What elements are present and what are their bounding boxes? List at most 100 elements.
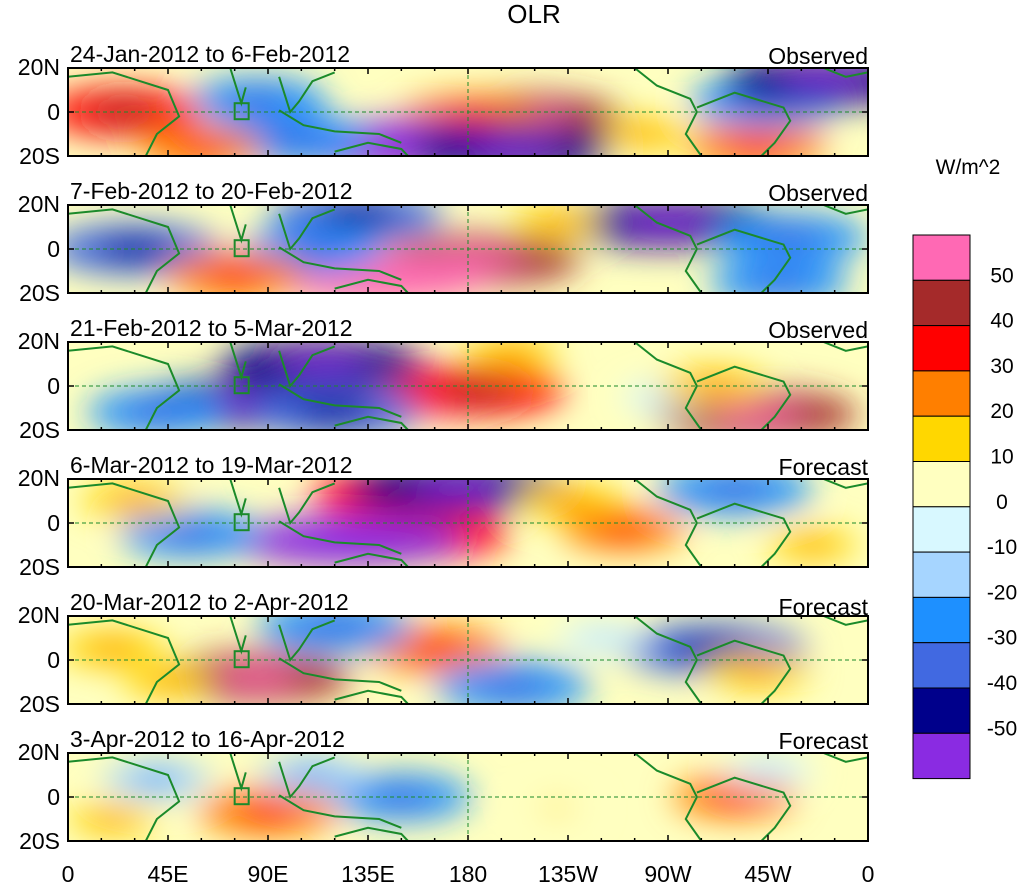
coastline — [823, 68, 868, 78]
anomaly-core — [88, 640, 137, 658]
coastline — [278, 482, 336, 526]
olr-anomaly-field — [68, 205, 868, 293]
lon-label: 0 — [862, 861, 875, 887]
coastline — [634, 205, 703, 293]
coastline — [823, 616, 868, 626]
lon-label: 135W — [538, 861, 598, 887]
colorbar-label: 20 — [990, 400, 1013, 423]
panels: 20N 0 20S 24-Jan-2012 to 6-Feb-2012 Observed… — [18, 41, 869, 854]
anomaly-core — [132, 771, 182, 788]
lat-label: 20S — [19, 417, 60, 443]
panel-kind: Forecast — [779, 454, 869, 480]
coastline — [278, 71, 336, 115]
anomaly-core — [280, 238, 344, 260]
coastline — [68, 345, 181, 430]
anomaly-core — [777, 69, 868, 94]
anomaly-core — [407, 479, 507, 500]
panel-date-range: 3-Apr-2012 to 16-Apr-2012 — [70, 726, 345, 752]
anomaly-core — [625, 127, 667, 141]
coastline — [278, 208, 336, 252]
lat-label: 0 — [47, 373, 60, 399]
anomaly-core — [173, 137, 230, 156]
anomaly-core — [110, 492, 159, 510]
region-box — [233, 376, 250, 395]
coastline — [334, 141, 409, 156]
colorbar: W/m^2 50 40 30 20 10 0 -10 -20 -30 -40 -50 — [912, 156, 1017, 780]
panel-kind: Forecast — [779, 594, 869, 620]
coastline — [334, 826, 409, 841]
anomaly-core — [203, 264, 267, 286]
map-panel-4: 20N 0 20S 6-Mar-2012 to 19-Mar-2012 Forecast — [18, 452, 869, 580]
anomaly-core — [369, 786, 433, 808]
panel-date-range: 20-Mar-2012 to 2-Apr-2012 — [70, 589, 349, 615]
colorbar-swatch — [912, 415, 971, 463]
coastline-layer — [68, 479, 868, 567]
coastline — [334, 278, 409, 293]
region-box — [233, 102, 250, 121]
coastline — [278, 246, 402, 281]
lat-label: 20N — [18, 328, 60, 354]
anomaly-core — [440, 378, 518, 403]
longitude-axis: 0 45E 90E 135E 180 135W 90W 45W 0 — [62, 861, 875, 887]
map-panel-5: 20N 0 20S 20-Mar-2012 to 2-Apr-2012 Forecast — [18, 589, 869, 717]
anomaly-core — [732, 662, 782, 680]
colorbar-label: -50 — [987, 717, 1017, 740]
colorbar-label: -20 — [987, 581, 1017, 604]
coastline — [334, 415, 409, 430]
colorbar-label: 10 — [990, 446, 1013, 469]
lon-label: 135E — [341, 861, 395, 887]
colorbar-swatch — [912, 506, 971, 553]
coastline — [278, 657, 402, 692]
colorbar-swatch — [912, 596, 971, 644]
coastline — [278, 345, 336, 389]
lon-label: 45W — [744, 861, 792, 887]
anomaly-core — [595, 520, 652, 539]
panel-kind: Observed — [768, 317, 868, 343]
coastline-layer — [68, 342, 868, 430]
coastline — [68, 619, 181, 704]
coastline — [634, 68, 703, 156]
lat-label: 20N — [18, 602, 60, 628]
anomaly-core — [91, 812, 134, 826]
coastline — [696, 776, 792, 841]
anomaly-core — [225, 90, 289, 112]
coastline — [696, 639, 792, 704]
lon-label: 90W — [644, 861, 692, 887]
coastline — [634, 616, 703, 704]
anomaly-core — [88, 100, 159, 124]
coastline — [823, 342, 868, 352]
anomaly-core — [236, 801, 300, 823]
anomaly-core — [699, 479, 770, 502]
lat-label: 0 — [47, 510, 60, 536]
region-box — [233, 650, 250, 669]
lat-label: 20S — [19, 280, 60, 306]
lat-label: 20N — [18, 739, 60, 765]
lat-label: 20S — [19, 554, 60, 580]
coastline — [68, 208, 181, 293]
lat-label: 0 — [47, 236, 60, 262]
colorbar-swatch — [912, 279, 971, 327]
coastline — [278, 756, 336, 800]
lon-label: 180 — [449, 861, 487, 887]
anomaly-core — [318, 205, 396, 228]
coastline — [696, 91, 792, 156]
anomaly-core — [147, 675, 189, 689]
anomaly-core — [539, 802, 574, 814]
lat-label: 0 — [47, 784, 60, 810]
lon-label: 45E — [148, 861, 189, 887]
coastline — [278, 520, 402, 555]
anomaly-core — [255, 126, 326, 151]
lat-label: 20S — [19, 828, 60, 854]
region-box — [233, 787, 250, 806]
colorbar-swatch — [912, 551, 971, 598]
anomaly-core — [580, 631, 623, 645]
coastline — [634, 342, 703, 430]
anomaly-core — [214, 665, 300, 690]
anomaly-core — [125, 401, 189, 423]
anomaly-core — [725, 134, 789, 156]
figure-title: OLR — [507, 0, 560, 29]
panel-kind: Observed — [768, 43, 868, 69]
map-panel-6: 20N 0 20S 3-Apr-2012 to 16-Apr-2012 Forecast — [18, 726, 869, 854]
anomaly-core — [403, 638, 467, 660]
